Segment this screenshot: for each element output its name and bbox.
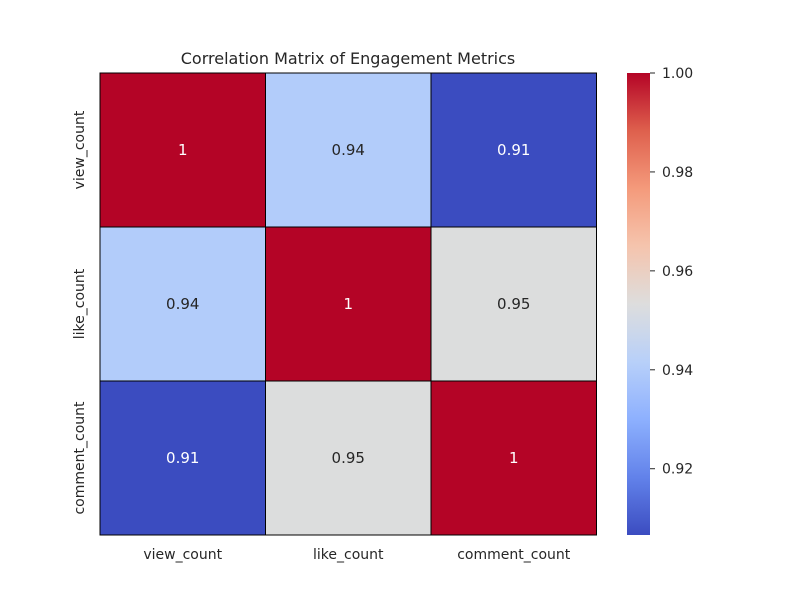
cell-annotation: 0.94: [166, 295, 199, 313]
heatmap-cell: [99, 226, 266, 382]
heatmap-cell: [430, 380, 597, 536]
heatmap-cell: [99, 380, 266, 536]
colorbar-tick-label: 0.92: [662, 462, 693, 478]
x-axis-ticks: view_count like_count comment_count: [143, 547, 570, 563]
heatmap-cell: [430, 72, 597, 228]
cell-annotation: 1: [178, 141, 188, 159]
cell-annotation: 0.95: [332, 449, 365, 467]
colorbar-tick-label: 1.00: [662, 66, 693, 82]
heatmap-cells: 1 0.94 0.91 0.94 1 0.95 0.91 0.95 1: [99, 72, 597, 536]
colorbar-tick-label: 0.94: [662, 363, 693, 379]
heatmap-cell: [265, 72, 432, 228]
y-axis-ticks: view_count like_count comment_count: [72, 110, 88, 514]
heatmap-cell: [99, 72, 266, 228]
colorbar-tick-label: 0.98: [662, 165, 693, 181]
cell-annotation: 0.94: [332, 141, 365, 159]
x-tick-label: like_count: [313, 547, 384, 563]
colorbar: 0.92 0.94 0.96 0.98 1.00: [627, 66, 693, 535]
cell-annotation: 1: [343, 295, 353, 313]
x-tick-label: view_count: [143, 547, 222, 563]
y-tick-label: view_count: [72, 110, 88, 189]
cell-annotation: 0.91: [166, 449, 199, 467]
y-tick-label: like_count: [72, 268, 88, 339]
cell-annotation: 1: [509, 449, 519, 467]
colorbar-gradient: [627, 73, 650, 535]
y-tick-label: comment_count: [72, 401, 88, 515]
cell-annotation: 0.95: [497, 295, 530, 313]
colorbar-tick-label: 0.96: [662, 264, 693, 280]
heatmap-cell: [430, 226, 597, 382]
chart-title: Correlation Matrix of Engagement Metrics: [181, 49, 516, 68]
heatmap-cell: [265, 380, 432, 536]
cell-annotation: 0.91: [497, 141, 530, 159]
x-tick-label: comment_count: [457, 547, 571, 563]
heatmap-cell: [265, 226, 432, 382]
